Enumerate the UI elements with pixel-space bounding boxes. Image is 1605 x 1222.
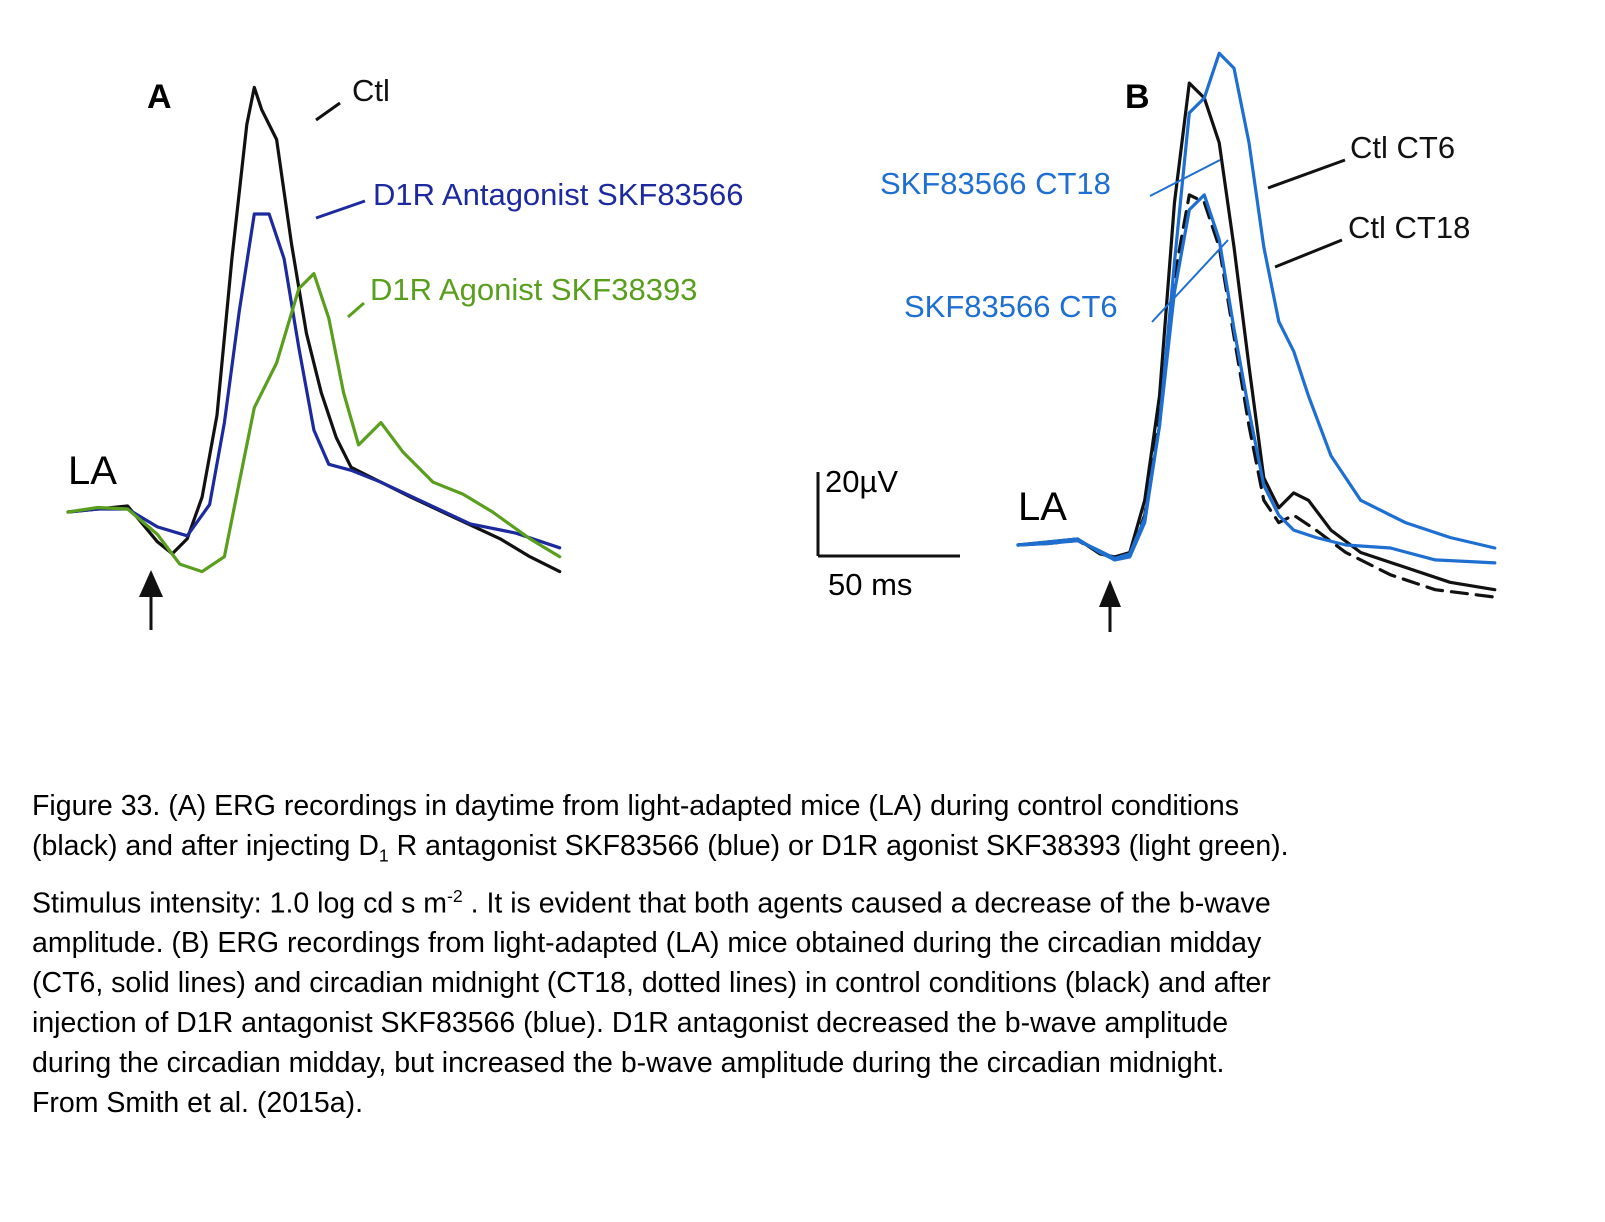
caption-line-7: during the circadian midday, but increas… — [32, 1047, 1225, 1080]
caption-line-4: amplitude. (B) ERG recordings from light… — [32, 927, 1262, 960]
figure-caption: Figure 33. (A) ERG recordings in daytime… — [32, 786, 1592, 1123]
skf-ct18-pointer — [1149, 159, 1221, 197]
ctl-ct18-pointer — [1274, 238, 1343, 269]
antagonist-pointer — [315, 199, 366, 220]
ctl-label: Ctl — [352, 73, 390, 108]
caption-line-6: injection of D1R antagonist SKF83566 (bl… — [32, 1007, 1229, 1040]
ctl-ct6-label: Ctl CT6 — [1350, 130, 1455, 165]
ctl-ct18-label: Ctl CT18 — [1348, 210, 1470, 245]
panel-a-stimulus-arrow-icon — [139, 570, 163, 630]
panel-a-la-label: LA — [68, 449, 117, 493]
trace-b-skf83566-ct6 — [1016, 193, 1497, 565]
panel-b-stimulus-arrow-icon — [1099, 580, 1121, 632]
skf-ct18-label: SKF83566 CT18 — [880, 166, 1111, 201]
scale-time-label: 50 ms — [828, 567, 912, 602]
caption-line-3: Stimulus intensity: 1.0 log cd s m-2 . I… — [32, 885, 1271, 920]
agonist-pointer — [347, 301, 365, 319]
panel-a-traces — [66, 85, 562, 574]
caption-line-8: From Smith et al. (2015a). — [32, 1087, 364, 1120]
panel-b-traces — [1016, 51, 1497, 599]
skf-ct6-pointer — [1151, 239, 1229, 323]
panel-a: A LA Ctl D1R Antagonist SKF83566 D1R Ago… — [66, 73, 744, 630]
caption-line-5: (CT6, solid lines) and circadian midnigh… — [32, 967, 1271, 1000]
trace-a-ctl — [66, 85, 562, 574]
ctl-pointer — [315, 101, 341, 122]
trace-a-d1r-antagonist-skf83566 — [66, 212, 562, 550]
ctl-ct6-pointer — [1267, 158, 1346, 190]
antagonist-label: D1R Antagonist SKF83566 — [373, 177, 744, 212]
scale-voltage-label: 20µV — [825, 464, 898, 499]
panel-b-la-label: LA — [1018, 485, 1067, 529]
panel-a-letter: A — [147, 78, 172, 116]
caption-line-2: (black) and after injecting D1 R antagon… — [32, 830, 1289, 866]
agonist-label: D1R Agonist SKF38393 — [370, 272, 697, 307]
panel-b: B LA SKF83566 CT18 SKF83566 CT6 Ctl CT6 … — [880, 51, 1497, 632]
trace-b-ctl-ct18 — [1016, 193, 1497, 599]
scale-bar: 20µV 50 ms — [816, 464, 960, 602]
panel-b-letter: B — [1125, 78, 1150, 116]
skf-ct6-label: SKF83566 CT6 — [904, 289, 1118, 324]
caption-line-1: Figure 33. (A) ERG recordings in daytime… — [32, 790, 1240, 822]
trace-a-d1r-agonist-skf38393 — [66, 272, 562, 574]
